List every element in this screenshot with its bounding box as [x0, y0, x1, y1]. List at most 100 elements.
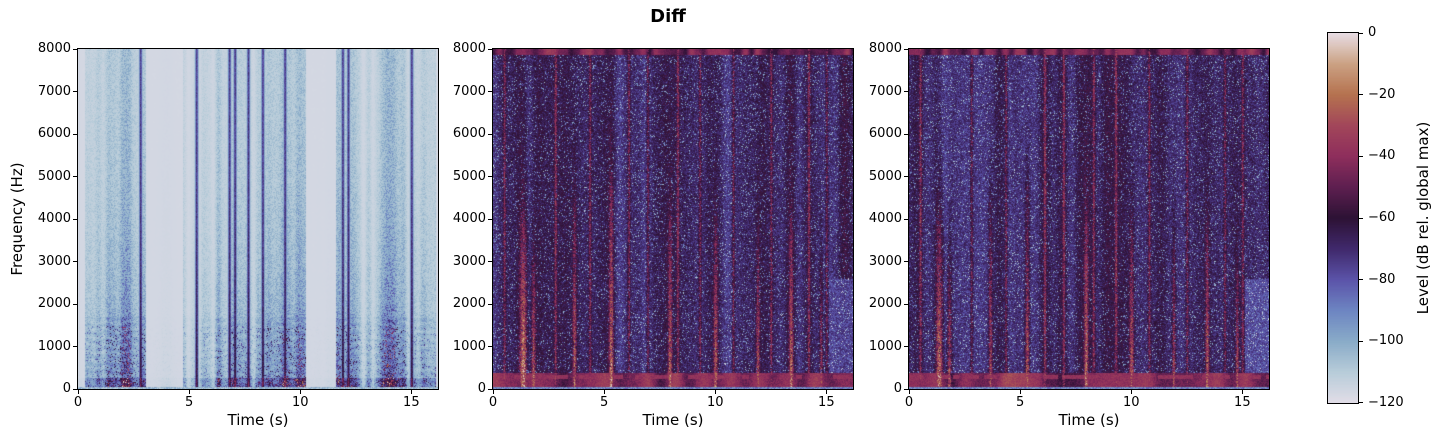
x-tick-label: 5 [184, 395, 194, 410]
colorbar-label: Level (dB rel. global max) [1414, 121, 1432, 315]
y-tick [73, 176, 77, 177]
y-tick [904, 91, 908, 92]
y-tick [904, 388, 908, 390]
y-tick-label: 0 [62, 381, 71, 396]
x-axis-label: Time (s) [1058, 411, 1120, 429]
x-tick-label: 15 [1234, 395, 1251, 410]
panel-reference-spectrogram: Frequency (Hz) Time (s) 0 5 10 15 0 1000 2000 3… [8, 41, 439, 429]
y-tick-label: 7000 [37, 83, 71, 99]
y-tick [488, 91, 492, 92]
y-tick-label: 5000 [452, 168, 486, 184]
y-tick-label: 6000 [868, 126, 902, 141]
x-tick [603, 390, 605, 394]
x-tick-label: 10 [706, 395, 724, 410]
y-tick-label: 1000 [452, 338, 486, 354]
x-axis-label: Time (s) [642, 411, 704, 429]
colorbar-tick-label: −100 [1368, 333, 1404, 349]
x-tick [410, 390, 412, 394]
x-tick [714, 390, 716, 394]
y-tick-label: 4000 [37, 211, 71, 226]
y-tick [904, 261, 908, 262]
x-tick-label: 0 [488, 395, 498, 410]
y-tick-label: 6000 [452, 126, 486, 141]
y-tick [488, 388, 492, 390]
y-tick-label: 7000 [868, 83, 902, 99]
y-tick-label: 2000 [452, 296, 486, 311]
y-tick [488, 48, 492, 50]
colorbar-tick-label: 0 [1368, 25, 1377, 40]
spectrogram-image-diff-b [908, 48, 1270, 390]
y-tick-label: 2000 [37, 296, 71, 311]
x-axis-label: Time (s) [227, 411, 289, 429]
y-tick [904, 133, 908, 135]
y-tick-label: 1000 [868, 338, 902, 354]
colorbar-tick [1359, 402, 1363, 403]
x-tick-label: 0 [73, 395, 83, 410]
x-tick-label: 10 [1122, 395, 1140, 410]
x-tick-label: 15 [403, 395, 420, 410]
y-tick-label: 8000 [452, 41, 486, 56]
x-tick [908, 390, 910, 394]
y-axis-label: Frequency (Hz) [8, 162, 26, 276]
y-tick-label: 7000 [452, 83, 486, 99]
x-tick [825, 390, 827, 394]
y-tick-label: 4000 [452, 211, 486, 226]
colorbar-tick [1359, 217, 1363, 219]
colorbar-tick-label: −80 [1368, 271, 1396, 287]
colorbar-tick-label: −40 [1368, 148, 1396, 164]
y-tick-label: 1000 [37, 338, 71, 354]
y-tick-label: 3000 [868, 253, 902, 269]
x-tick-label: 10 [291, 395, 309, 410]
y-tick [73, 388, 77, 390]
figure-title: Diff [650, 6, 686, 27]
panel-diff-spectrogram-b: Time (s) 0 5 10 15 0 1000 2000 3000 4000 5000 6000… [869, 41, 1270, 429]
colorbar: Level (dB rel. global max) 0 −20 −40 −60 −80… [1327, 25, 1432, 410]
x-tick [1241, 390, 1243, 394]
y-tick-label: 4000 [868, 211, 902, 226]
y-tick [73, 303, 77, 305]
y-tick [73, 218, 77, 220]
y-tick [73, 346, 77, 347]
y-tick [73, 133, 77, 135]
y-tick [904, 303, 908, 305]
y-tick [73, 91, 77, 92]
x-tick-label: 5 [1015, 395, 1025, 410]
colorbar-tick-label: −120 [1368, 395, 1404, 410]
y-tick [73, 261, 77, 262]
colorbar-gradient [1327, 32, 1359, 404]
x-tick [299, 390, 301, 394]
y-tick-label: 8000 [37, 41, 71, 56]
x-tick-label: 15 [818, 395, 835, 410]
y-tick [904, 218, 908, 220]
x-tick-label: 5 [599, 395, 609, 410]
y-tick-label: 5000 [868, 168, 902, 184]
y-tick [904, 48, 908, 50]
y-tick [488, 218, 492, 220]
y-tick [904, 176, 908, 177]
spectrogram-image-diff-a [492, 48, 854, 390]
y-tick-label: 0 [893, 381, 902, 396]
x-tick [1019, 390, 1021, 394]
y-tick-label: 6000 [37, 126, 71, 141]
y-tick [488, 261, 492, 262]
y-tick [488, 346, 492, 347]
y-tick [488, 176, 492, 177]
colorbar-tick-label: −60 [1368, 210, 1396, 225]
colorbar-tick [1359, 94, 1363, 96]
x-tick [492, 390, 494, 394]
y-tick-label: 5000 [37, 168, 71, 184]
y-tick [488, 133, 492, 135]
x-tick [188, 390, 190, 394]
y-tick-label: 0 [477, 381, 486, 396]
x-tick [1130, 390, 1132, 394]
colorbar-tick [1359, 279, 1363, 281]
y-tick-label: 3000 [452, 253, 486, 269]
panel-diff-spectrogram-a: Time (s) 0 5 10 15 0 1000 2000 3000 4000 5000 6000… [453, 41, 854, 429]
colorbar-tick [1359, 155, 1363, 157]
spectrogram-image-reference [77, 48, 439, 390]
y-tick-label: 3000 [37, 253, 71, 269]
y-tick-label: 2000 [868, 296, 902, 311]
colorbar-tick [1359, 340, 1363, 342]
y-tick [488, 303, 492, 305]
